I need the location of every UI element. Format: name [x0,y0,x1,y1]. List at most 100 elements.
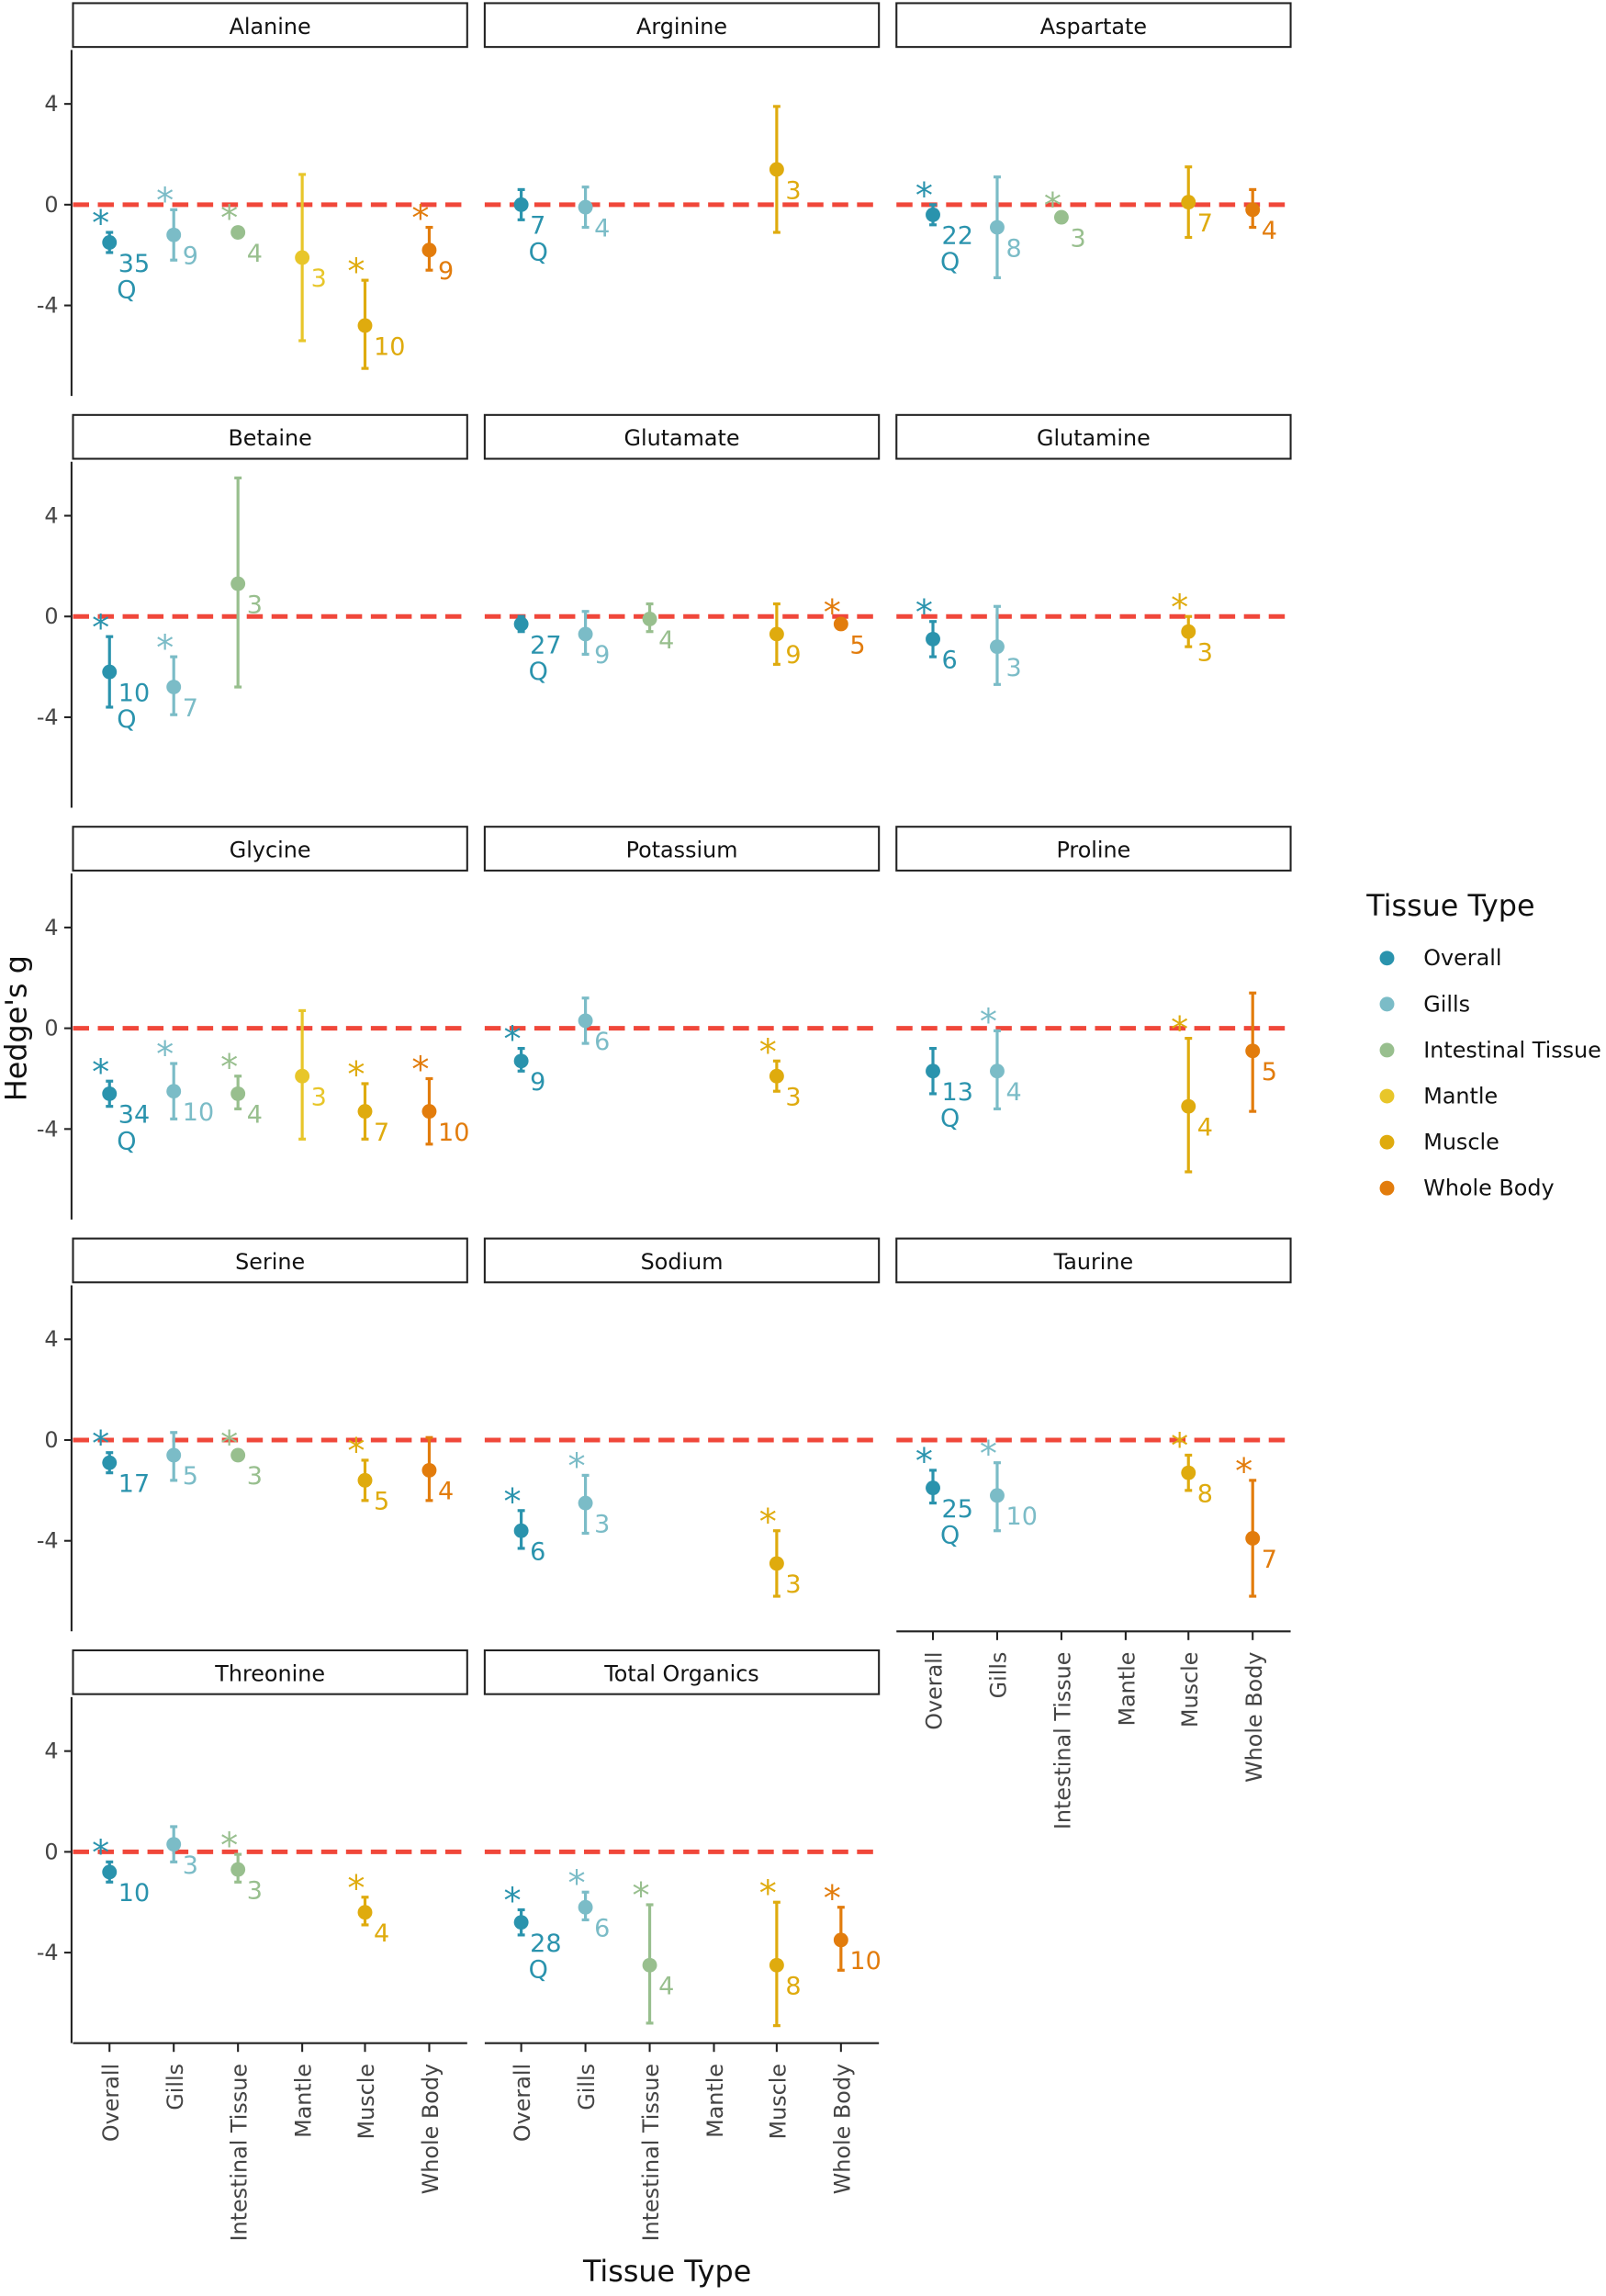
data-point-gills: 6* [568,1863,611,1942]
data-point-overall: 34Q * [92,1052,150,1155]
point-estimate [102,235,118,250]
sample-size-label: 4 [438,1478,454,1506]
sample-size-label: 3 [1197,638,1213,667]
data-point-muscle: 3* [759,1502,802,1599]
sample-size-label: 4 [658,1973,674,2001]
facet-title: Taurine [1053,1249,1134,1275]
data-point-muscle: 3 [769,105,802,234]
y-tick-label: 0 [44,1839,58,1864]
sample-size-label: 7 [183,694,198,723]
sample-size-label: 10 [118,679,150,707]
facet-strip [895,1237,1292,1284]
point-estimate [1245,202,1261,218]
significance-star: * [347,1431,365,1471]
data-point-intestinal-tissue: 3* [220,1424,263,1491]
x-tick-label: Muscle [354,2064,379,2140]
point-estimate [926,1480,940,1496]
point-estimate [642,612,657,626]
point-estimate [769,1556,784,1571]
sample-size-label: 4 [1262,217,1277,245]
data-point-gills: 4 [578,186,610,242]
point-estimate [1053,209,1069,225]
y-tick-label: 0 [44,1427,58,1453]
legend-item-muscle: Muscle [1379,1130,1499,1155]
point-estimate [990,1488,1005,1503]
sample-size-label: 8 [785,1973,801,2001]
sample-size-label: 10 [1006,1503,1038,1531]
sample-size-label: 25 [942,1495,973,1524]
sample-size-label: 9 [530,1068,545,1097]
facet-strip [895,826,1292,872]
sample-size-label: 3 [247,1876,263,1905]
sample-size-label: 3 [785,176,801,205]
point-estimate [295,250,310,265]
significance-star: * [568,1446,586,1487]
data-point-muscle: 10 * [347,251,405,370]
point-estimate [230,1862,246,1877]
facet-title: Alanine [230,14,311,39]
significance-star: * [504,1881,522,1921]
data-point-overall: 17 * [92,1424,150,1499]
point-estimate [230,576,246,591]
point-estimate [166,1084,182,1099]
significance-star: * [1235,1451,1252,1491]
facet-strip [483,1237,881,1284]
q-marker: Q [940,1522,960,1550]
data-point-overall: 6* [504,1481,546,1567]
point-estimate [230,1086,246,1101]
facet-title: Threonine [214,1660,325,1686]
point-estimate [513,616,529,632]
facet-title: Glycine [230,838,311,863]
data-point-whole-body: 5 [1245,991,1277,1113]
legend-swatch [1379,951,1395,966]
significance-star: * [220,1047,238,1087]
data-point-gills: 9 [578,610,610,670]
sample-size-label: 4 [247,1101,263,1130]
data-point-gills: 10 * [980,1434,1038,1533]
sample-size-label: 3 [1006,654,1022,682]
point-estimate [578,1013,593,1029]
data-point-gills: 3* [568,1446,611,1539]
legend-swatch [1379,1134,1395,1150]
sample-size-label: 13 [942,1078,973,1107]
data-point-intestinal-tissue: 3* [1044,186,1086,253]
point-estimate [230,1447,246,1463]
facet-strip [72,826,468,872]
sample-size-label: 4 [658,626,674,655]
point-estimate [513,1523,529,1538]
point-estimate [513,1053,529,1069]
sample-size-label: 3 [247,1462,263,1491]
point-estimate [833,616,848,632]
data-point-gills: 10 * [156,1034,214,1127]
significance-star: * [92,1833,109,1874]
data-point-mantle: 3 [295,1008,327,1141]
significance-star: * [156,181,174,221]
y-axis-label: Hedge's g [0,955,34,1101]
point-estimate [102,664,118,680]
y-tick-label: 4 [44,1326,58,1352]
data-point-overall: 9* [504,1019,546,1097]
significance-star: * [759,1873,777,1913]
sample-size-label: 3 [594,1510,610,1538]
significance-star: * [220,198,238,239]
x-tick-label: Overall [510,2064,535,2142]
legend-swatch [1379,1042,1395,1058]
significance-star: * [759,1031,777,1072]
x-tick-label: Whole Body [1241,1652,1267,1783]
data-point-overall: 27Q [513,614,562,686]
legend-label: Gills [1423,991,1470,1017]
legend-item-whole-body: Whole Body [1379,1176,1555,1201]
data-point-overall: 22Q * [915,175,973,276]
sample-size-label: 7 [374,1119,389,1147]
sample-size-label: 10 [374,332,405,361]
point-estimate [578,1495,593,1511]
y-tick-label: 4 [44,915,58,940]
significance-star: * [92,1052,109,1092]
data-point-muscle: 5* [347,1431,389,1516]
data-point-muscle: 3* [1171,587,1213,667]
legend-label: Overall [1423,945,1501,971]
